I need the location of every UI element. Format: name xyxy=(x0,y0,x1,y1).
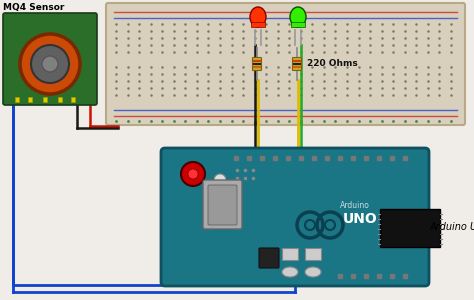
Ellipse shape xyxy=(290,7,306,27)
Text: MQ4 Sensor: MQ4 Sensor xyxy=(3,3,64,12)
Bar xyxy=(15,97,19,102)
FancyBboxPatch shape xyxy=(203,180,242,229)
Bar xyxy=(71,97,75,102)
FancyBboxPatch shape xyxy=(106,3,465,125)
Bar xyxy=(111,61,460,65)
Bar xyxy=(58,97,62,102)
Text: 220 Ohms: 220 Ohms xyxy=(307,59,358,68)
FancyBboxPatch shape xyxy=(259,248,279,268)
Text: Arduino Uno: Arduino Uno xyxy=(430,222,474,232)
Circle shape xyxy=(31,45,69,83)
Bar xyxy=(282,248,298,260)
FancyBboxPatch shape xyxy=(292,58,301,70)
Bar xyxy=(291,22,305,27)
Bar xyxy=(305,248,321,260)
Bar xyxy=(380,209,440,247)
Text: Arduino: Arduino xyxy=(340,200,370,209)
Circle shape xyxy=(188,169,198,179)
FancyBboxPatch shape xyxy=(253,58,262,70)
Bar xyxy=(251,22,265,27)
Circle shape xyxy=(181,162,205,186)
Ellipse shape xyxy=(282,267,298,277)
FancyBboxPatch shape xyxy=(208,185,237,225)
Ellipse shape xyxy=(305,267,321,277)
FancyBboxPatch shape xyxy=(161,148,429,286)
Ellipse shape xyxy=(250,7,266,27)
Bar xyxy=(28,97,32,102)
Text: UNO: UNO xyxy=(343,212,377,226)
Bar xyxy=(43,97,47,102)
FancyBboxPatch shape xyxy=(3,13,97,105)
Circle shape xyxy=(42,56,58,72)
Circle shape xyxy=(214,174,226,186)
Circle shape xyxy=(20,34,80,94)
